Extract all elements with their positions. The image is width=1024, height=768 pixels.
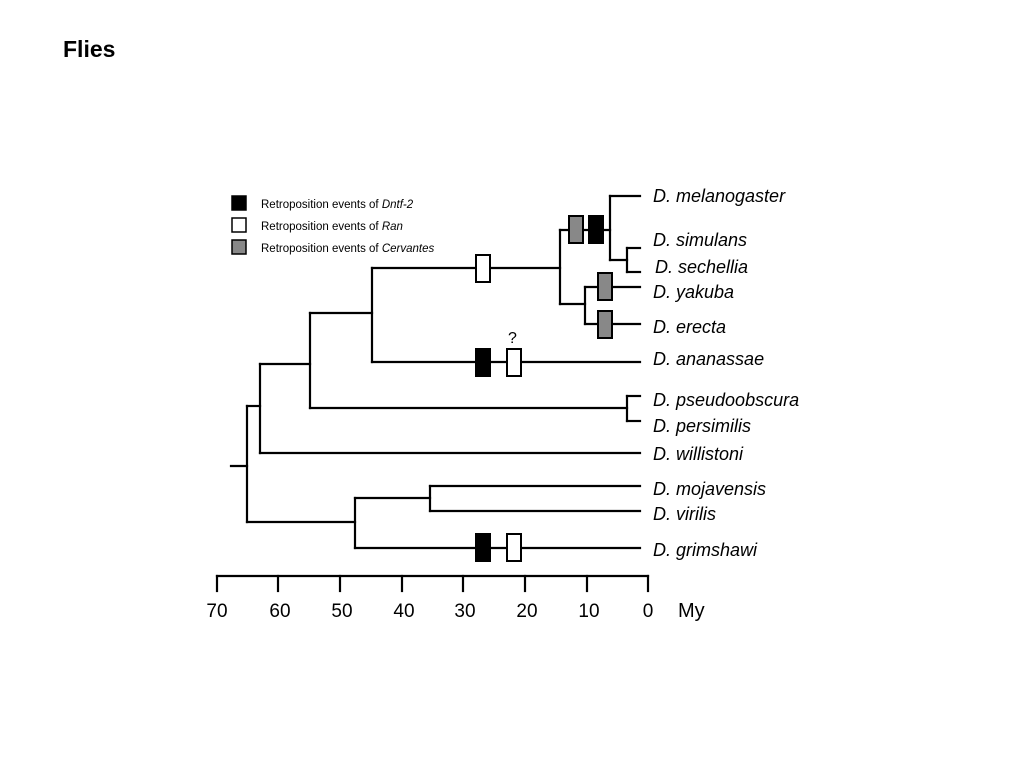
axis-tick-label: 40 <box>393 601 414 622</box>
axis-tick-label: 0 <box>643 601 654 622</box>
legend: Retroposition events of Dntf-2 Retroposi… <box>231 195 434 255</box>
species-label: D. ananassae <box>653 349 764 369</box>
axis-unit-label: My <box>678 600 705 622</box>
species-label: D. mojavensis <box>653 479 766 499</box>
species-label: D. melanogaster <box>653 186 786 206</box>
species-label: D. willistoni <box>653 444 744 464</box>
species-label: D. grimshawi <box>653 540 758 560</box>
species-label: D. virilis <box>653 504 716 524</box>
species-label: D. pseudoobscura <box>653 390 799 410</box>
species-label: D. persimilis <box>653 416 751 436</box>
species-label: D. yakuba <box>653 282 734 302</box>
axis-tick-label: 10 <box>578 601 599 622</box>
legend-swatch-cervantes <box>231 239 247 255</box>
event-dntf2-grimshawi <box>475 533 491 562</box>
slide-title: Flies <box>63 36 116 62</box>
uncertain-mark: ? <box>508 330 517 347</box>
event-ran-ananassae <box>506 348 522 377</box>
species-label: D. simulans <box>653 230 747 250</box>
legend-swatch-dntf2 <box>231 195 247 211</box>
event-dntf2-ananassae <box>475 348 491 377</box>
axis-tick-label: 30 <box>454 601 475 622</box>
species-labels: D. melanogaster D. simulans D. sechellia… <box>653 186 799 560</box>
axis-tick-label: 60 <box>269 601 290 622</box>
event-ran-mel-group <box>475 254 491 283</box>
legend-label-dntf2: Retroposition events of Dntf-2 <box>261 199 414 211</box>
event-dntf2-mel-sub <box>588 215 604 244</box>
event-cervantes-erecta <box>597 310 613 339</box>
legend-label-ran: Retroposition events of Ran <box>261 221 403 233</box>
event-cervantes-mel-sub <box>568 215 584 244</box>
event-markers: ? <box>475 215 613 562</box>
event-cervantes-yakuba <box>597 272 613 301</box>
axis-tick-label: 50 <box>331 601 352 622</box>
time-axis: 70 60 50 40 30 20 10 0 My <box>206 574 705 622</box>
axis-tick-label: 70 <box>206 601 227 622</box>
event-ran-grimshawi <box>506 533 522 562</box>
axis-tick-label: 20 <box>516 601 537 622</box>
legend-swatch-ran <box>231 217 247 233</box>
species-label: D. erecta <box>653 317 726 337</box>
legend-label-cervantes: Retroposition events of Cervantes <box>261 243 434 255</box>
species-label: D. sechellia <box>655 257 748 277</box>
